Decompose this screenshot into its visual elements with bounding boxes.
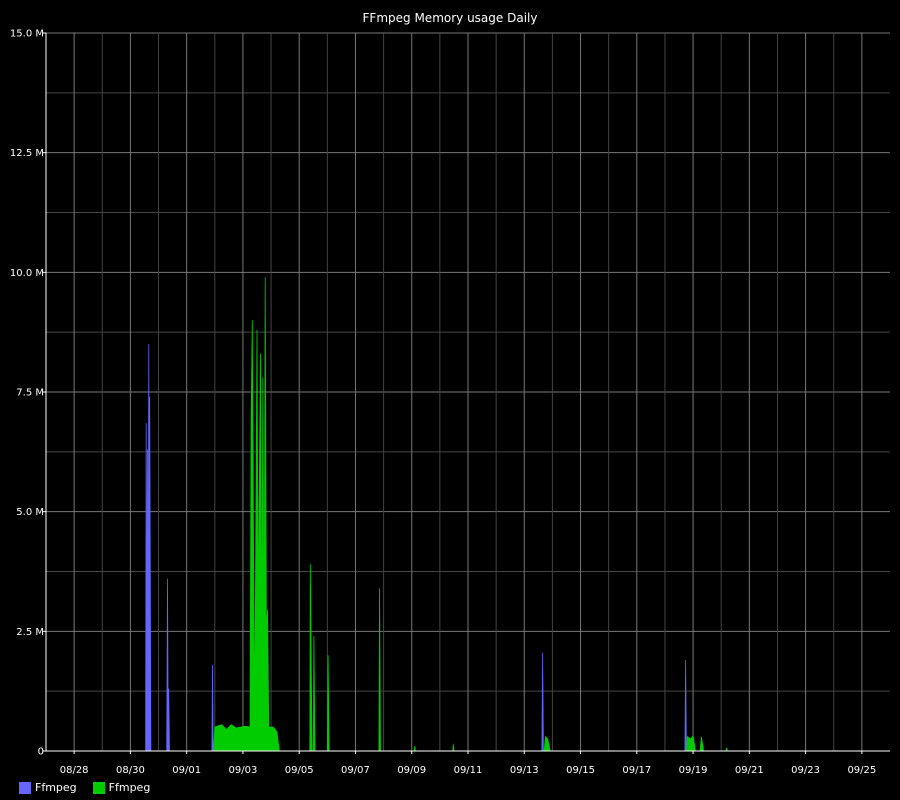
legend-label: Ffmpeg: [35, 781, 77, 794]
y-tick-label: 5.0 M: [16, 507, 44, 518]
legend-item-series-2: Ffmpeg: [92, 781, 151, 794]
x-tick-label: 09/01: [172, 765, 201, 776]
x-tick-label: 09/15: [566, 765, 595, 776]
legend-swatch-green: [92, 781, 105, 794]
y-tick-label: 10.0 M: [10, 268, 44, 279]
y-tick-label: 7.5 M: [16, 388, 44, 399]
y-axis-ticks: 0 2.5 M 5.0 M 7.5 M 10.0 M 12.5 M 15.0 M: [10, 29, 46, 758]
legend-label: Ffmpeg: [108, 781, 151, 794]
x-tick-label: 09/21: [735, 765, 764, 776]
x-tick-label: 09/19: [679, 765, 708, 776]
chart-title: FFmpeg Memory usage Daily: [363, 11, 538, 25]
y-tick-label: 15.0 M: [10, 29, 44, 40]
chart-legend: Ffmpeg Ffmpeg: [19, 781, 150, 794]
x-tick-label: 09/03: [229, 765, 258, 776]
x-axis-ticks: 08/28 08/30 09/01 09/03 09/05 09/07 09/09 09/11…: [60, 751, 876, 776]
legend-item-series-1: Ffmpeg: [19, 781, 77, 794]
x-tick-label: 09/07: [341, 765, 370, 776]
x-tick-label: 09/25: [847, 765, 876, 776]
x-tick-label: 08/30: [116, 765, 145, 776]
x-tick-label: 09/13: [510, 765, 539, 776]
x-tick-label: 09/23: [791, 765, 820, 776]
y-tick-label: 0: [38, 747, 44, 758]
x-tick-label: 09/05: [285, 765, 314, 776]
chart-series-areas: [145, 277, 728, 752]
series-area-1: [145, 344, 687, 752]
x-tick-label: 08/28: [60, 765, 89, 776]
series-area-2: [213, 277, 728, 752]
x-tick-label: 09/11: [454, 765, 483, 776]
legend-swatch-blue: [19, 781, 31, 794]
x-tick-label: 09/09: [397, 765, 426, 776]
x-tick-label: 09/17: [622, 765, 651, 776]
y-tick-label: 2.5 M: [16, 627, 44, 638]
chart-grid: [46, 32, 890, 752]
y-tick-label: 12.5 M: [10, 148, 44, 159]
